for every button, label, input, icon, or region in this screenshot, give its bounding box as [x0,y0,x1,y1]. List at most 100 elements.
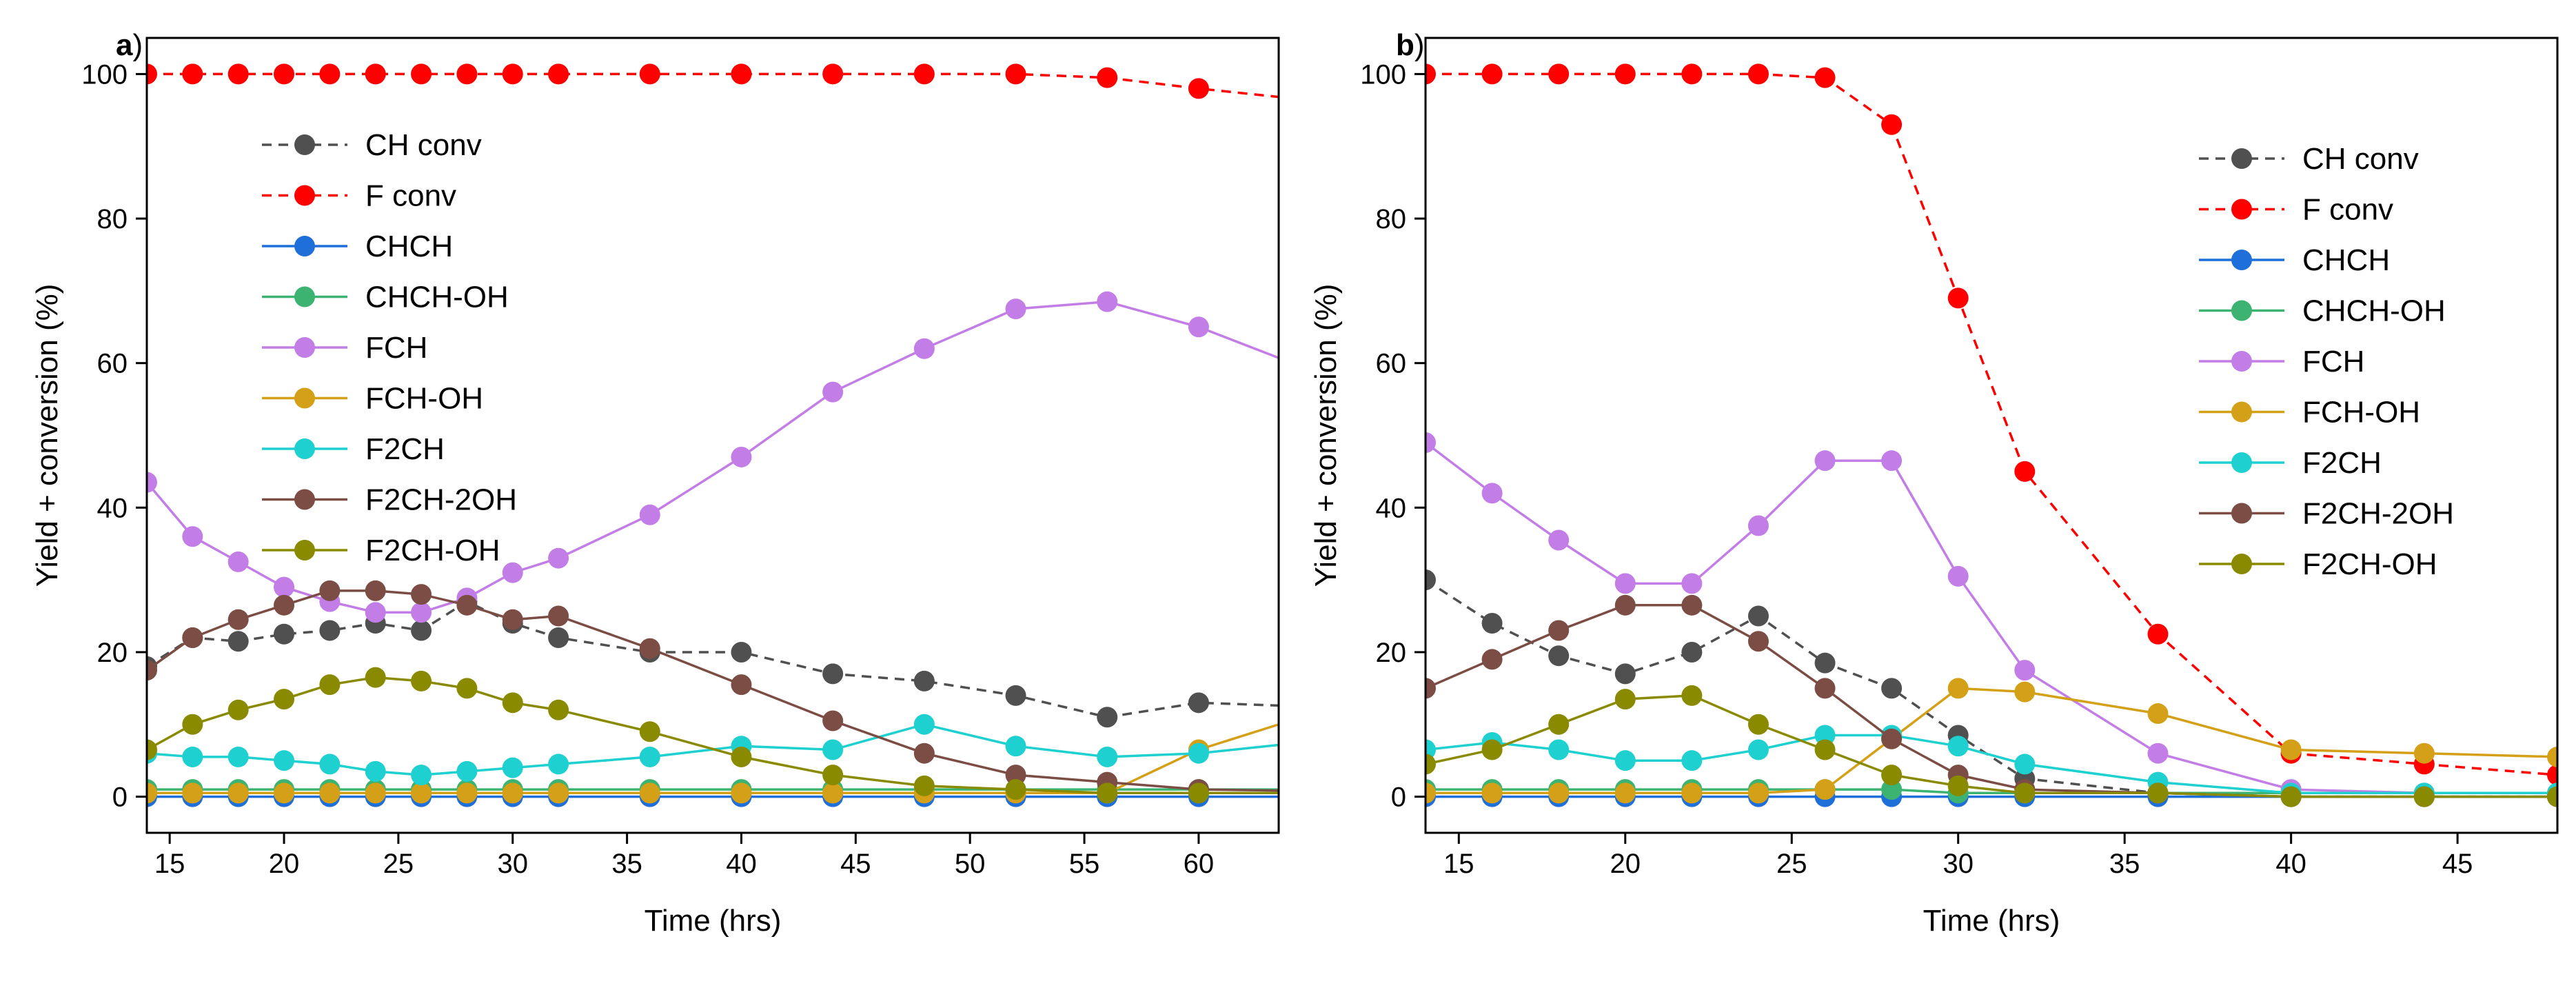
panel-a-point-fch [147,472,157,493]
panel-a-point-f-conv [274,63,295,85]
panel-b-point-f2ch [1681,750,1703,771]
panel-a-point-fch [1097,291,1118,312]
panel-a-point-ch-conv [731,641,752,663]
panel-a-point-f2ch [274,750,295,771]
panel-a-point-f-conv [1097,67,1118,88]
panel-a-x-tick-label: 25 [383,849,414,879]
panel-b-point-f-conv [2014,461,2036,482]
panel-b-series-line-fch-oh [1426,687,2557,795]
panel-a-legend-marker-f2ch [294,438,315,459]
panel-b-chart: b) 15 20 25 30 35 40 45 0 20 40 60 80 100 Time (hrs) Yi… [1309,28,2559,938]
panel-a-point-fch-oh [227,782,249,804]
panel-a-x-tick-label: 60 [1184,849,1215,879]
panel-b-legend-marker-chch-oh [2231,300,2252,321]
panel-a-point-f2ch-2oh [365,580,386,601]
panel-a-legend-label-ch-conv: CH conv [365,128,482,162]
panel-a-label: a) [116,28,143,62]
panel-b-point-f-conv [2547,765,2557,786]
panel-a-series-line-ch-conv [147,600,1279,719]
panel-a-point-fch [502,562,523,583]
panel-b-legend-label-fch: FCH [2302,345,2364,378]
panel-b-point-ch-conv [1614,663,1636,685]
panel-b-point-fch-oh [1614,782,1636,804]
panel-a-point-fch [411,602,432,623]
panel-a-point-f2ch-oh [502,692,523,714]
panel-b-point-f2ch-2oh [1747,631,1769,652]
panel-a-y-tick-label: 0 [112,782,128,813]
panel-b-y-axis-title: Yield + conversion (%) [1309,284,1343,587]
panel-a-point-f2ch [502,757,523,778]
panel-b-point-fch [1426,432,1436,453]
panel-b-x-axis-title: Time (hrs) [1923,904,2060,938]
panel-a-point-f2ch-oh [274,689,295,710]
panel-b-point-f-conv [1881,114,1903,135]
panel-a-point-ch-conv [227,631,249,652]
panel-b-point-f2ch-oh [2147,782,2169,804]
panel-b-legend-marker-fch [2231,351,2252,372]
panel-a-x-tick-label: 55 [1069,849,1100,879]
panel-b-point-f2ch-oh [2547,786,2557,807]
panel-a-point-f2ch [456,760,478,782]
panel-b-legend-marker-ch-conv [2231,148,2252,169]
panel-a-legend-label-chch: CHCH [365,230,453,263]
panel-b-point-ch-conv [1681,641,1703,663]
panel-a-point-f2ch [182,746,203,767]
panel-a-point-f2ch [913,714,935,735]
panel-b-point-f2ch [2014,754,2036,775]
panel-a-point-fch [822,381,844,403]
panel-a-point-f-conv [1005,63,1026,85]
panel-a-point-f-conv [548,63,569,85]
panel-b-x-tick-label: 35 [2109,849,2140,879]
panel-a-point-f2ch-2oh [274,594,295,616]
panel-a-point-fch-oh [456,782,478,804]
panel-b-legend-label-chch-oh: CHCH-OH [2302,294,2446,328]
panel-a-point-f2ch-oh [822,765,844,786]
panel-a-point-fch [227,551,249,572]
panel-b-point-f2ch-oh [1426,754,1436,775]
panel-a-y-tick-label: 100 [81,59,128,90]
panel-a-point-f2ch-oh [731,746,752,767]
panel-b-point-fch-oh [1814,779,1836,800]
panel-a-point-fch-oh [731,782,752,804]
panel-a-point-f2ch-2oh [147,660,157,681]
panel-a-point-f2ch-oh [411,670,432,691]
panel-b-point-fch-oh [1747,782,1769,804]
panel-b-point-fch [1548,529,1570,551]
panel-a-point-f2ch-oh [182,714,203,735]
panel-a-point-f2ch-2oh [456,594,478,616]
panel-b-point-f2ch [1747,739,1769,760]
panel-b-point-ch-conv [1426,569,1436,591]
panel-a-point-ch-conv [548,627,569,648]
panel-b-legend-label-f2ch: F2CH [2302,446,2382,480]
panel-a-point-f-conv [411,63,432,85]
panel-a-legend-marker-chch-oh [294,286,315,307]
panel-b-point-f2ch-oh [2413,786,2435,807]
panel-b-series-line-chch-oh [1426,788,2557,795]
panel-a-point-f2ch-2oh [182,627,203,648]
panel-a-point-fch-oh [147,782,157,804]
panel-b-y-tick-label: 40 [1376,493,1407,523]
panel-b-point-f2ch [1947,736,1969,757]
panel-a-point-f2ch [227,746,249,767]
panel-a-label-letter: a [116,28,133,62]
panel-b-point-fch [1881,450,1903,472]
panel-b-point-fch [2147,742,2169,764]
panel-a-point-fch-oh [548,782,569,804]
panel-a-point-f2ch-oh [639,721,660,742]
panel-b-series-line-f-conv [1426,72,2557,776]
panel-a-point-f2ch-oh [1005,779,1026,800]
panel-b-point-f-conv [2147,623,2169,645]
panel-a-legend-marker-f2ch-2oh [294,489,315,510]
panel-b-point-fch-oh [1681,782,1703,804]
panel-b-legend-marker-f2ch-oh [2231,554,2252,574]
panel-a-legend-label-f-conv: F conv [365,179,456,213]
panel-b-series-line-f2ch-2oh [1426,604,2557,798]
panel-b-x-tick-label: 40 [2275,849,2306,879]
panel-a-point-fch [731,446,752,467]
panel-b-point-fch [1614,573,1636,594]
panel-a-point-f2ch-2oh [1005,765,1026,786]
panel-b-point-f2ch-2oh [1614,594,1636,616]
panel-a-point-fch [365,602,386,623]
panel-a-legend-marker-f2ch-oh [294,540,315,560]
panel-b-point-chch-oh [1881,779,1903,800]
